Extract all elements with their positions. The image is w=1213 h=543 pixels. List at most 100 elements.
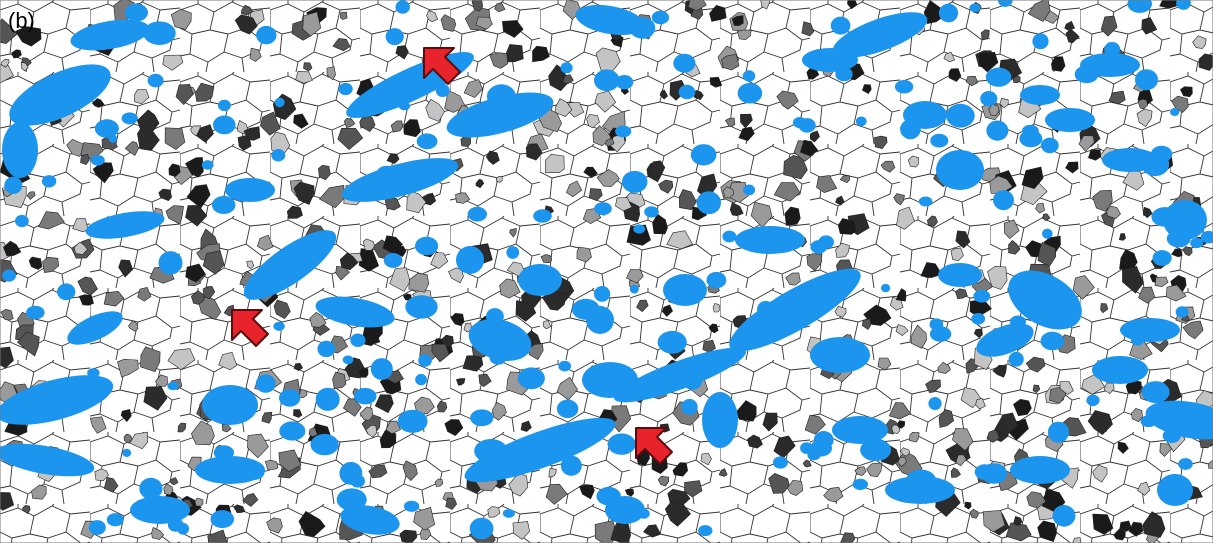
micrograph: (b) [0, 0, 1213, 543]
particle [396, 0, 410, 14]
particle [743, 70, 756, 81]
particle [109, 135, 118, 143]
particle [773, 456, 788, 468]
particle [810, 337, 870, 373]
particle [663, 274, 707, 306]
particle [698, 525, 712, 536]
particle [4, 177, 22, 194]
particle [1176, 306, 1189, 317]
particle [799, 118, 816, 133]
particle [376, 166, 397, 183]
particle [679, 85, 696, 100]
particle [986, 68, 1012, 87]
particle [212, 196, 236, 214]
particle [518, 367, 545, 389]
particle [630, 285, 639, 294]
particle [43, 85, 59, 101]
particle [123, 214, 135, 225]
grey-grain [265, 460, 278, 469]
particle [615, 125, 631, 137]
particle [986, 121, 1008, 141]
grey-grain [838, 219, 856, 235]
particle [122, 449, 131, 457]
grey-grain [713, 304, 720, 313]
particle [683, 374, 702, 390]
particle [1120, 318, 1180, 342]
particle [652, 11, 669, 25]
particle [1042, 229, 1053, 239]
particle [594, 202, 612, 215]
particle [738, 83, 763, 104]
particle [835, 67, 852, 81]
particle [1022, 125, 1039, 137]
particle [143, 21, 175, 45]
particle [415, 374, 427, 385]
particle [503, 509, 515, 518]
grey-grain [333, 372, 346, 388]
particle [468, 207, 487, 222]
particle [1086, 395, 1099, 406]
particle [26, 306, 45, 320]
particle [928, 397, 941, 410]
particle [139, 478, 162, 499]
particle [415, 237, 438, 256]
particle [1009, 352, 1024, 367]
particle [57, 283, 75, 300]
particle [399, 102, 410, 111]
particle [895, 80, 913, 93]
particle [802, 48, 858, 72]
particle [1048, 422, 1069, 443]
particle [1041, 138, 1059, 154]
particle [2, 122, 38, 178]
grey-grain [340, 12, 347, 19]
particle [691, 144, 717, 165]
particle [673, 54, 695, 73]
particle [490, 352, 507, 365]
particle [354, 388, 377, 404]
particle [275, 98, 285, 108]
particle [572, 299, 600, 320]
particle [518, 264, 562, 296]
particle [980, 91, 997, 106]
particle [122, 112, 138, 124]
particle [343, 355, 354, 364]
particle [507, 454, 525, 468]
particle [582, 362, 638, 398]
particle [214, 445, 234, 460]
particle [398, 410, 428, 433]
particle [87, 368, 99, 378]
particle [1032, 33, 1048, 49]
particle [1142, 381, 1170, 403]
particle [594, 69, 620, 91]
particle [341, 307, 354, 319]
particle [993, 190, 1014, 210]
particle [919, 197, 933, 207]
particle [608, 433, 636, 454]
grey-grain [506, 44, 523, 62]
particle [148, 74, 164, 88]
particle [405, 295, 437, 318]
particle [273, 322, 284, 331]
particle [930, 134, 948, 148]
particle [558, 361, 571, 372]
particle [1178, 458, 1193, 470]
particle [89, 520, 106, 535]
particle [95, 119, 119, 138]
particle [339, 462, 362, 485]
particle [633, 224, 645, 233]
particle [597, 487, 621, 506]
particle [818, 235, 834, 248]
particle [225, 178, 275, 202]
particle [1151, 207, 1178, 227]
particle [969, 3, 980, 12]
particle [630, 17, 656, 38]
particle [1075, 65, 1099, 83]
particle [1157, 474, 1193, 506]
particle [339, 83, 353, 95]
particle [906, 470, 936, 493]
grey-grain [1119, 234, 1125, 241]
particle [218, 100, 231, 111]
particle [860, 439, 891, 461]
particle [971, 313, 985, 325]
particle [311, 434, 339, 455]
